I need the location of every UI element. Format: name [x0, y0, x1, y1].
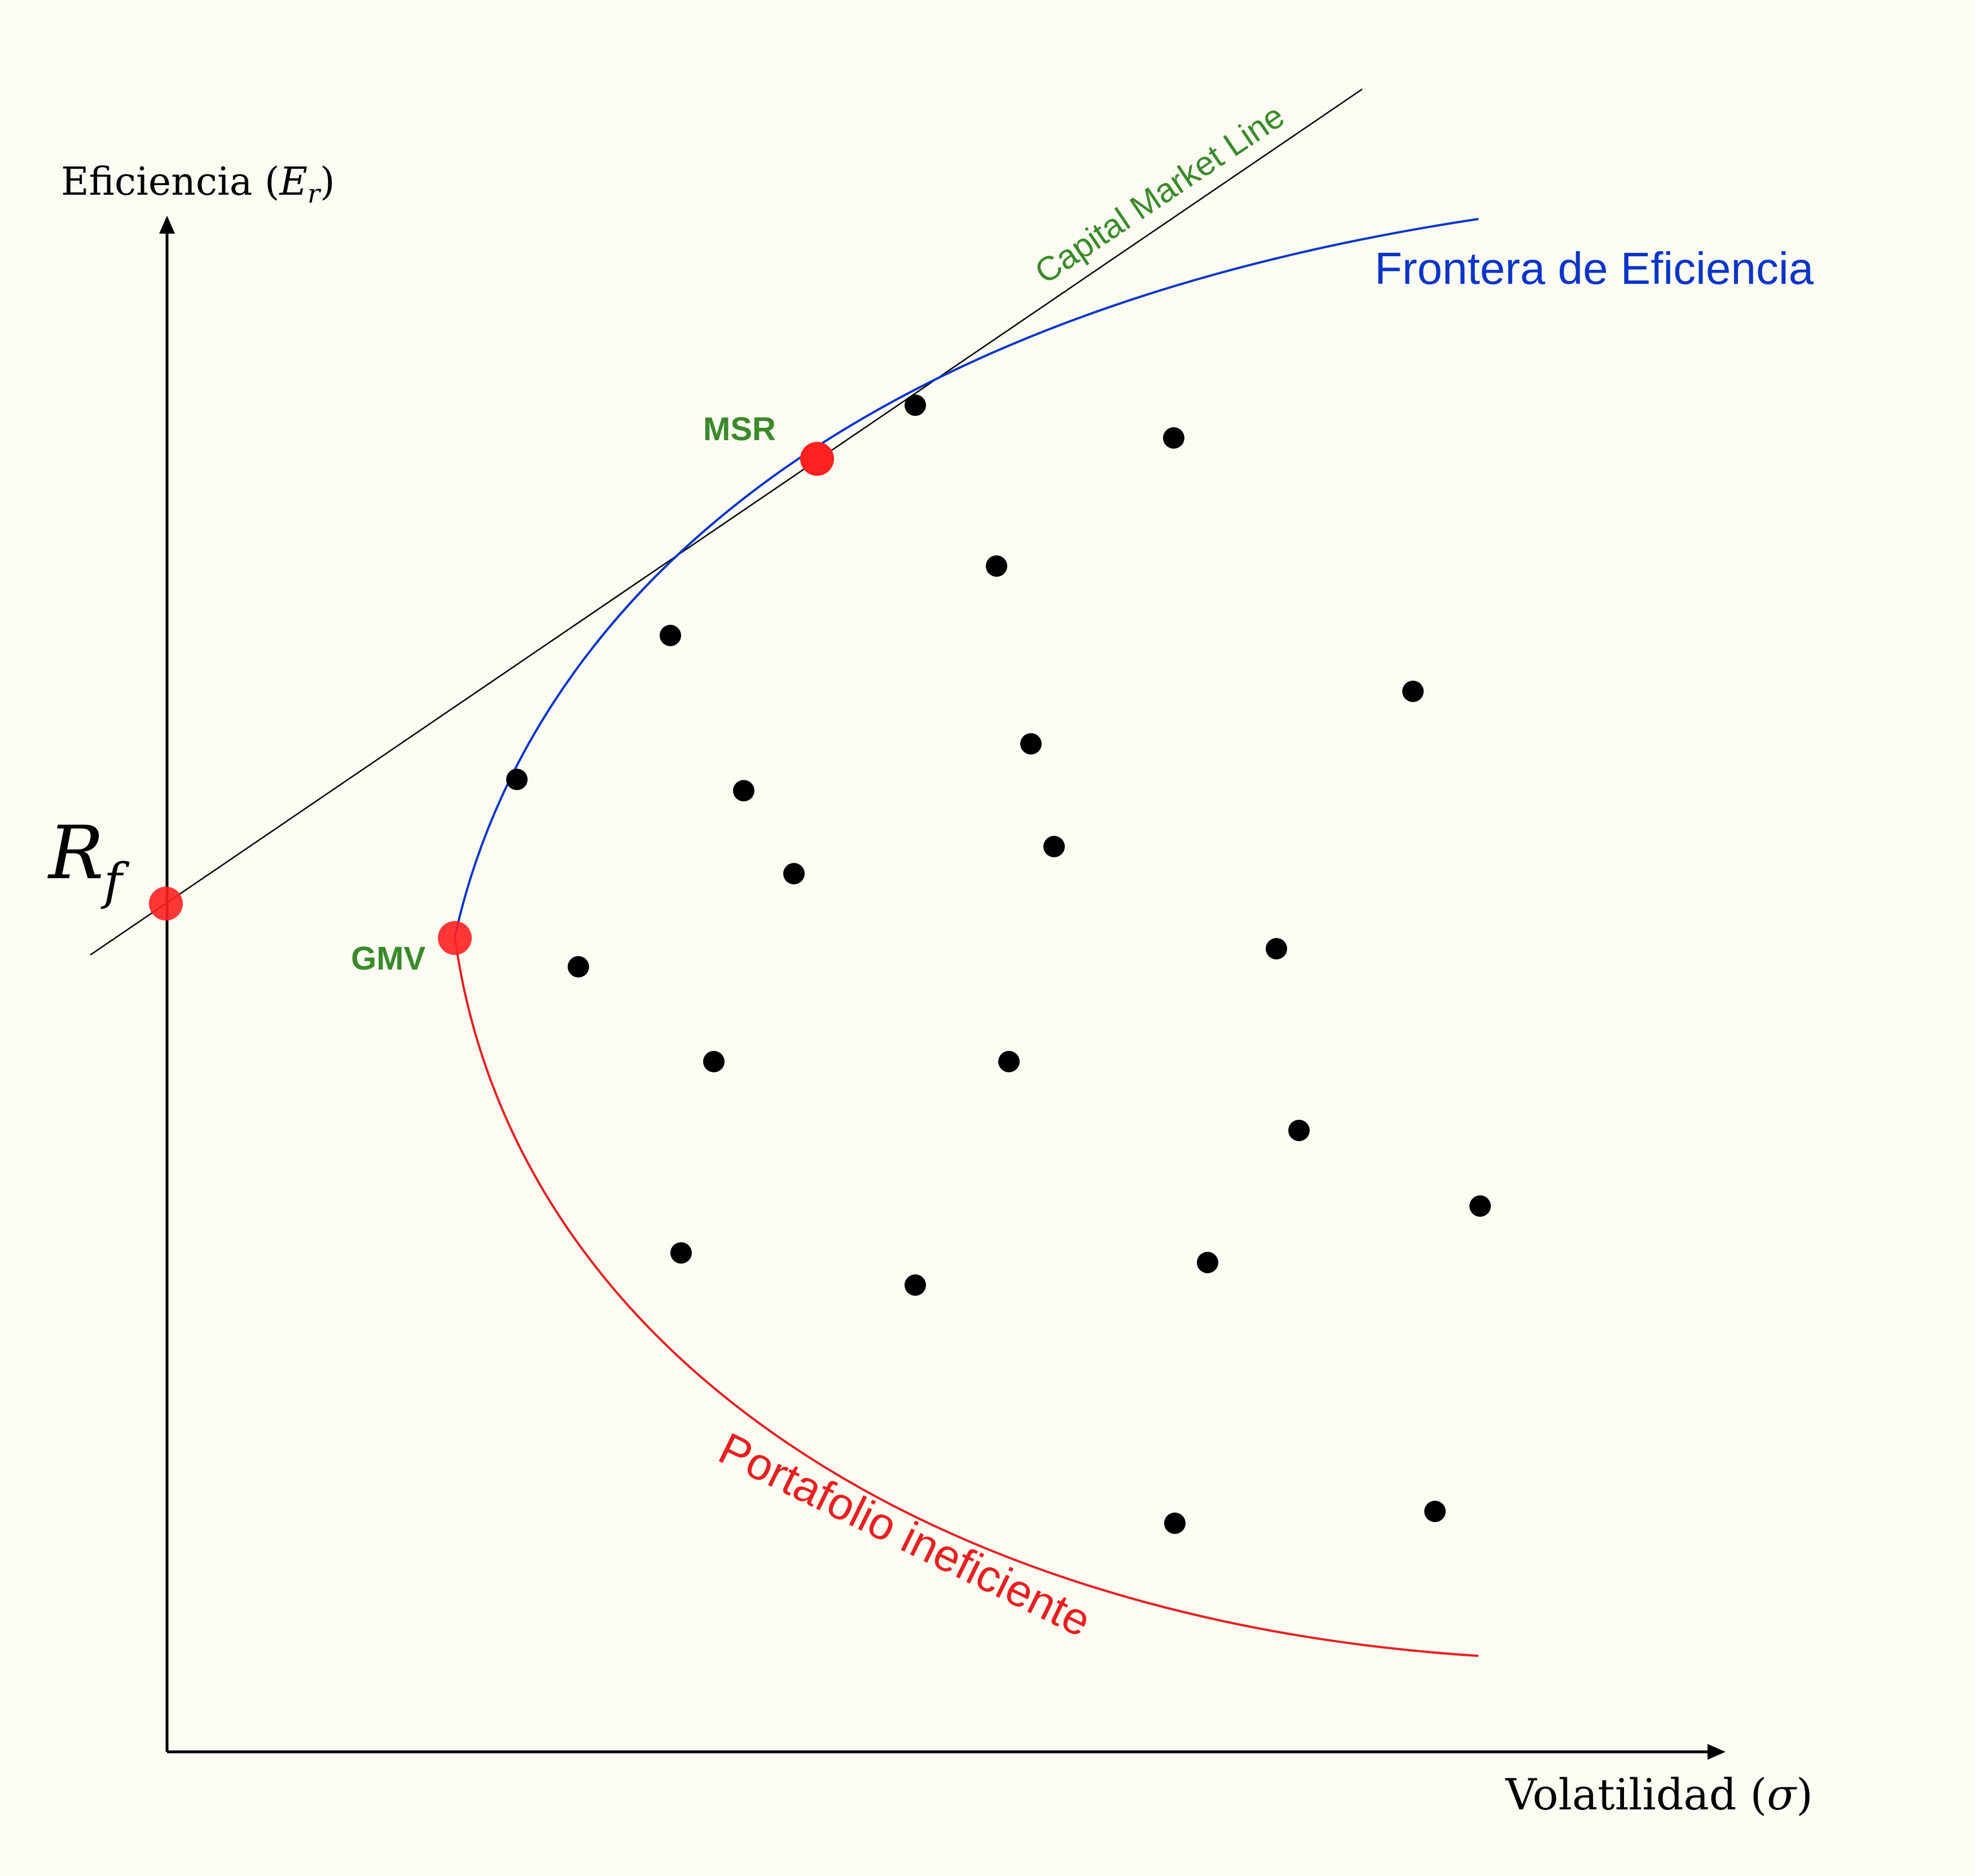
portfolio-dot	[986, 555, 1007, 577]
msr-label: MSR	[703, 411, 776, 448]
inefficient-label: Portafolio ineficiente	[712, 1423, 1099, 1646]
portfolio-dot	[1266, 938, 1287, 959]
portfolio-dot	[1424, 1501, 1446, 1522]
msr-point	[800, 442, 834, 476]
rf-subscript: f	[100, 852, 130, 910]
x-axis-label-text: Volatilidad	[1505, 1769, 1736, 1820]
x-axis-close-paren: )	[1796, 1769, 1813, 1820]
portfolio-dot	[733, 780, 754, 801]
x-axis-open-paren: (	[1750, 1769, 1767, 1820]
portfolio-dot	[1469, 1195, 1491, 1217]
portfolio-dot	[568, 956, 589, 978]
y-axis-label: Eficiencia (Er)	[61, 160, 335, 209]
y-axis-symbol: E	[278, 160, 308, 204]
portfolio-dot	[1043, 836, 1065, 857]
portfolio-dot	[905, 395, 926, 416]
portfolio-dot	[998, 1051, 1020, 1072]
frontier-label: Frontera de Eficiencia	[1375, 243, 1814, 293]
portfolio-dot	[1163, 427, 1184, 449]
y-axis-arrowhead	[159, 216, 175, 234]
gmv-point	[438, 921, 472, 955]
portfolio-dot	[1197, 1252, 1218, 1273]
rf-point	[149, 887, 183, 921]
portfolio-dot	[703, 1051, 725, 1072]
portfolio-dot	[660, 625, 681, 646]
rf-label: Rf	[47, 810, 130, 910]
portfolio-dot	[1164, 1513, 1186, 1534]
x-axis-arrowhead	[1708, 1744, 1726, 1760]
y-axis-close-paren: )	[320, 160, 335, 204]
y-axis-subscript: r	[308, 178, 322, 209]
portfolio-dot	[1402, 681, 1424, 702]
y-axis-label-text: Eficiencia	[61, 160, 252, 204]
portfolio-dots	[506, 395, 1491, 1534]
y-axis-open-paren: (	[265, 160, 280, 204]
portfolio-dot	[670, 1242, 692, 1264]
portfolio-dot	[1020, 733, 1042, 755]
rf-symbol: R	[47, 810, 104, 896]
x-axis-symbol: σ	[1767, 1769, 1797, 1820]
gmv-label: GMV	[351, 940, 425, 977]
inefficient-portfolio-curve	[454, 936, 1479, 1657]
portfolio-dot	[905, 1274, 926, 1296]
x-axis-label: Volatilidad (σ)	[1505, 1769, 1813, 1820]
portfolio-dot	[506, 769, 528, 790]
portfolio-dot	[783, 863, 805, 884]
efficient-frontier-curve	[454, 218, 1479, 937]
capital-market-line	[90, 88, 1363, 956]
cml-label: Capital Market Line	[1028, 97, 1291, 291]
portfolio-dot	[1288, 1120, 1310, 1141]
